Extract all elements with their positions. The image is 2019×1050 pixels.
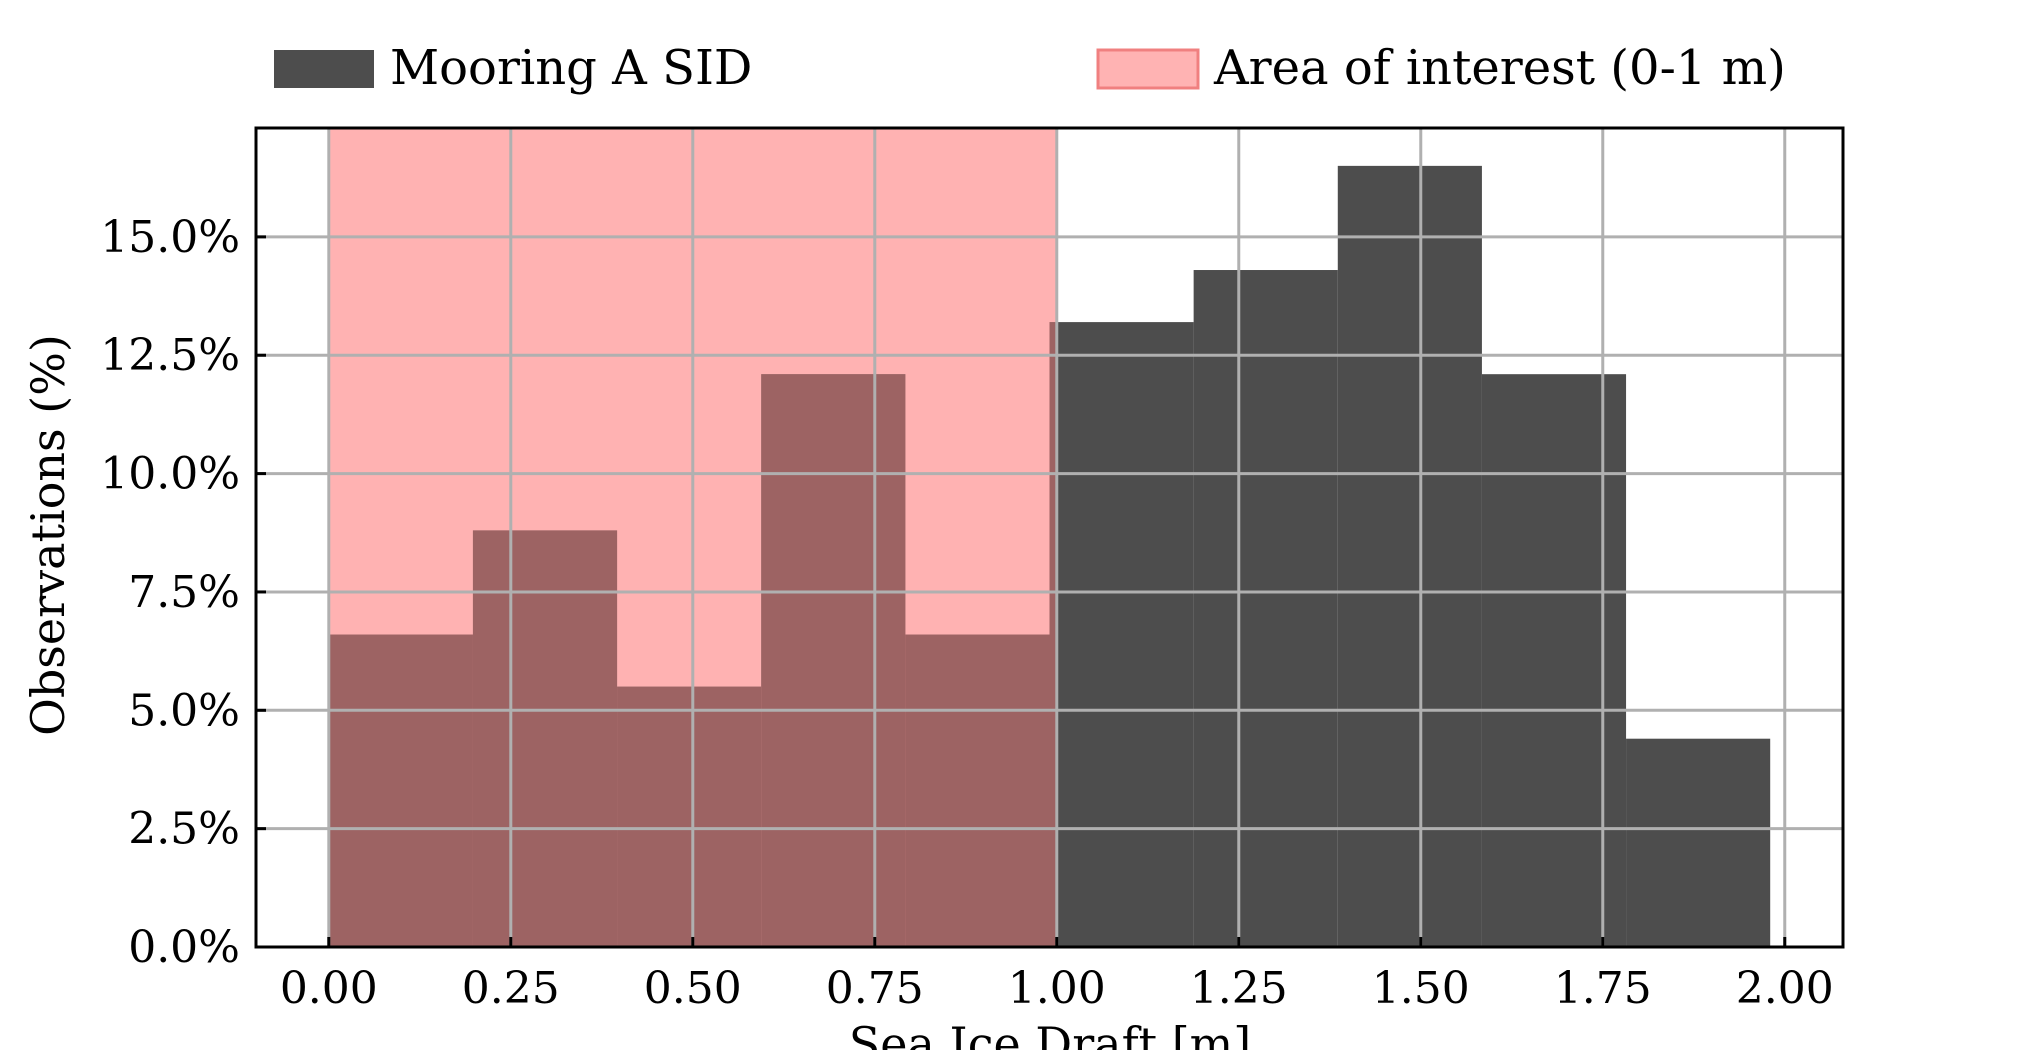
x-tick-label-7: 1.75 [1554,963,1652,1014]
histogram-bar-3 [617,686,762,947]
y-tick-label-0: 0.0% [128,922,240,973]
y-tick-label-3: 7.5% [128,567,240,618]
histogram-bar-tint-2 [472,530,618,947]
plot-area: 0.00 0.25 0.50 0.75 1.00 1.25 1.50 1.75 2.00 0.0… [100,126,1845,1014]
y-tick-label-5: 12.5% [100,330,240,381]
histogram-bar-tint-6 [1049,322,1057,947]
legend-swatch-area-of-interest [1096,48,1200,90]
y-tick-label-6: 15.0% [100,212,240,263]
plot-frame [254,126,1845,949]
histogram-bar-1 [328,634,473,947]
histogram-bar-tint-5 [905,634,1050,947]
x-tick-label-4: 1.00 [1008,963,1106,1014]
legend-label-mooring: Mooring A SID [390,40,752,96]
x-tick-label-2: 0.50 [644,963,742,1014]
histogram-bar-7 [1193,270,1338,947]
histogram-bar-2 [472,530,618,947]
histogram-bar-tint-4 [761,374,906,947]
x-tick-label-8: 2.00 [1736,963,1834,1014]
histogram-bar-8 [1337,165,1482,948]
y-tick-label-2: 5.0% [128,685,240,736]
y-tick-label-4: 10.0% [100,449,240,500]
x-tick-label-1: 0.25 [462,963,560,1014]
y-tick-label-1: 2.5% [128,804,240,855]
legend: Mooring A SID Area of interest (0-1 m) [274,40,1786,96]
y-axis-label: Observations (%) [21,334,75,736]
legend-swatch-mooring [274,50,374,88]
x-tick-label-3: 0.75 [826,963,924,1014]
x-tick-label-5: 1.25 [1190,963,1288,1014]
histogram-bar-tint-1 [328,634,473,947]
histogram-bar-6 [1049,322,1194,947]
x-tick-label-0: 0.00 [280,963,378,1014]
legend-label-area-of-interest: Area of interest (0-1 m) [1213,40,1786,96]
histogram-bar-9 [1481,374,1627,947]
histogram-bar-5 [905,634,1050,947]
x-axis-label: Sea Ice Draft [m] [849,1017,1252,1050]
histogram-bar-10 [1626,738,1771,947]
histogram-bar-4 [761,374,906,947]
x-tick-label-6: 1.50 [1372,963,1470,1014]
histogram-bar-tint-3 [617,686,762,947]
